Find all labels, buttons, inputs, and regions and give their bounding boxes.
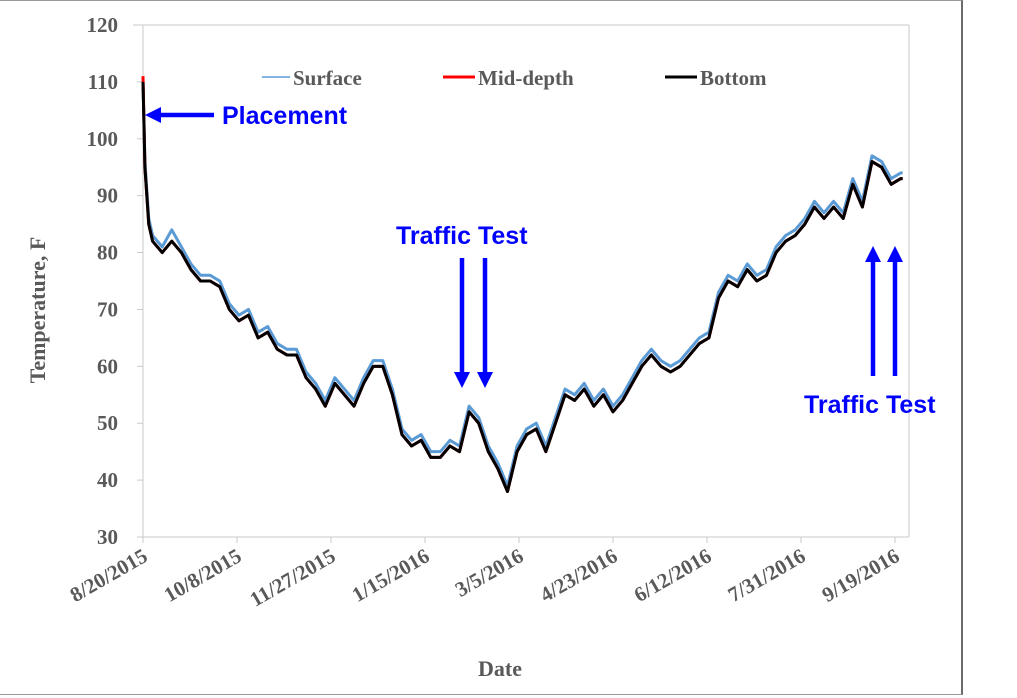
x-axis-label: Date (478, 656, 522, 681)
annotation-traffic-test: Traffic Test (396, 222, 528, 250)
x-tick-label: 7/31/2016 (724, 544, 810, 607)
annotation-arrow (865, 246, 881, 376)
y-tick-label: 100 (87, 127, 119, 151)
y-axis-label: Temperature, F (25, 237, 50, 384)
x-tick-label: 8/20/2015 (66, 544, 152, 607)
legend: Surface Mid-depth Bottom (262, 66, 767, 90)
chart-frame (0, 0, 963, 695)
y-tick-label: 80 (97, 241, 118, 265)
y-tick-label: 110 (88, 70, 118, 94)
legend-label: Surface (293, 66, 362, 90)
x-tick-label: 11/27/2015 (246, 544, 340, 612)
x-tick-label: 3/5/2016 (451, 544, 528, 602)
y-tick-label: 40 (97, 468, 118, 492)
y-tick-label: 30 (97, 525, 118, 549)
x-tick-label: 9/19/2016 (818, 544, 904, 607)
annotation-arrow (477, 258, 493, 388)
legend-label: Mid-depth (478, 66, 574, 90)
y-tick-label: 60 (97, 354, 118, 378)
legend-label: Bottom (700, 66, 767, 90)
series-line-bottom (141, 81, 903, 493)
annotation-traffic-test: Traffic Test (804, 391, 936, 419)
series-line-surface (141, 81, 903, 488)
y-tick-label: 50 (97, 411, 118, 435)
y-tick-label: 70 (97, 297, 118, 321)
x-tick-label: 4/23/2016 (536, 544, 622, 607)
annotation-arrow (454, 258, 470, 388)
series-line-mid-depth (141, 76, 903, 493)
x-tick-label: 6/12/2016 (630, 544, 716, 607)
annotation-placement: Placement (222, 102, 348, 130)
annotation-arrow (887, 246, 903, 376)
annotation-arrow (145, 107, 214, 123)
x-tick-label: 10/8/2015 (160, 544, 246, 607)
y-tick-label: 90 (97, 184, 118, 208)
x-tick-label: 1/15/2016 (348, 544, 434, 607)
y-tick-label: 120 (87, 13, 119, 37)
